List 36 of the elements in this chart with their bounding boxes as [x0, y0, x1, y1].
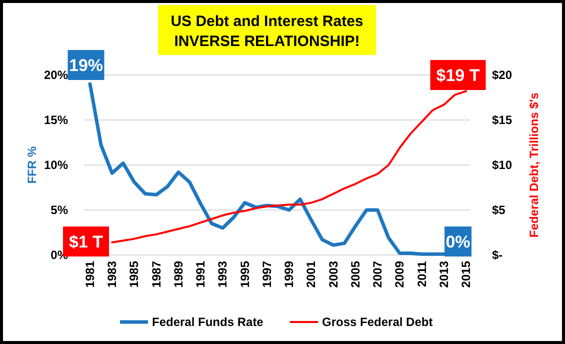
y-tick-label: 5%: [50, 203, 68, 218]
annotation: 0%: [446, 232, 470, 252]
x-tick-label: 2011: [414, 260, 429, 288]
x-tick-label: 2009: [392, 260, 407, 288]
annotation: $19 T: [436, 66, 480, 85]
x-tick-label: 2005: [348, 260, 362, 288]
chart-title: US Debt and Interest Rates INVERSE RELATIONSHIP!: [170, 13, 364, 50]
legend-label: Gross Federal Debt: [322, 315, 433, 330]
y-tick-label: 15%: [44, 113, 68, 128]
x-tick-label: 2007: [370, 260, 385, 288]
x-tick-label: 2001: [304, 260, 318, 288]
y2-axis-title: Federal Debt, Trillions $'s: [527, 92, 541, 238]
text: 19%: [68, 56, 104, 75]
y-tick-label: 20%: [44, 68, 68, 82]
y2-tick-label: $10: [492, 158, 512, 172]
y2-tick-label: $15: [492, 113, 512, 128]
x-tick-label: 2015: [459, 260, 473, 288]
y-axis-title: FFR %: [25, 146, 39, 184]
y2-tick-label: $20: [492, 68, 512, 82]
x-tick-label: 1991: [194, 260, 208, 288]
x-tick-label: 1983: [105, 260, 120, 288]
y-tick-label: 10%: [44, 158, 68, 172]
x-tick-label: 2013: [436, 260, 451, 288]
x-tick-label: 1987: [149, 260, 164, 288]
x-tick-label: 1999: [282, 260, 296, 288]
x-tick-label: 1985: [127, 260, 142, 288]
annotation: $1 T: [68, 232, 104, 252]
y2-tick-label: $5: [492, 203, 506, 218]
x-tick-label: 1995: [238, 260, 252, 288]
x-tick-label: 1993: [216, 260, 230, 288]
x-tick-label: 1997: [260, 260, 274, 288]
legend-label: Federal Funds Rate: [152, 315, 264, 330]
x-tick-label: 2003: [326, 260, 340, 288]
y2-tick-label: $-: [492, 248, 503, 262]
x-tick-label: 1981: [83, 260, 97, 288]
x-tick-label: 1989: [171, 260, 186, 288]
